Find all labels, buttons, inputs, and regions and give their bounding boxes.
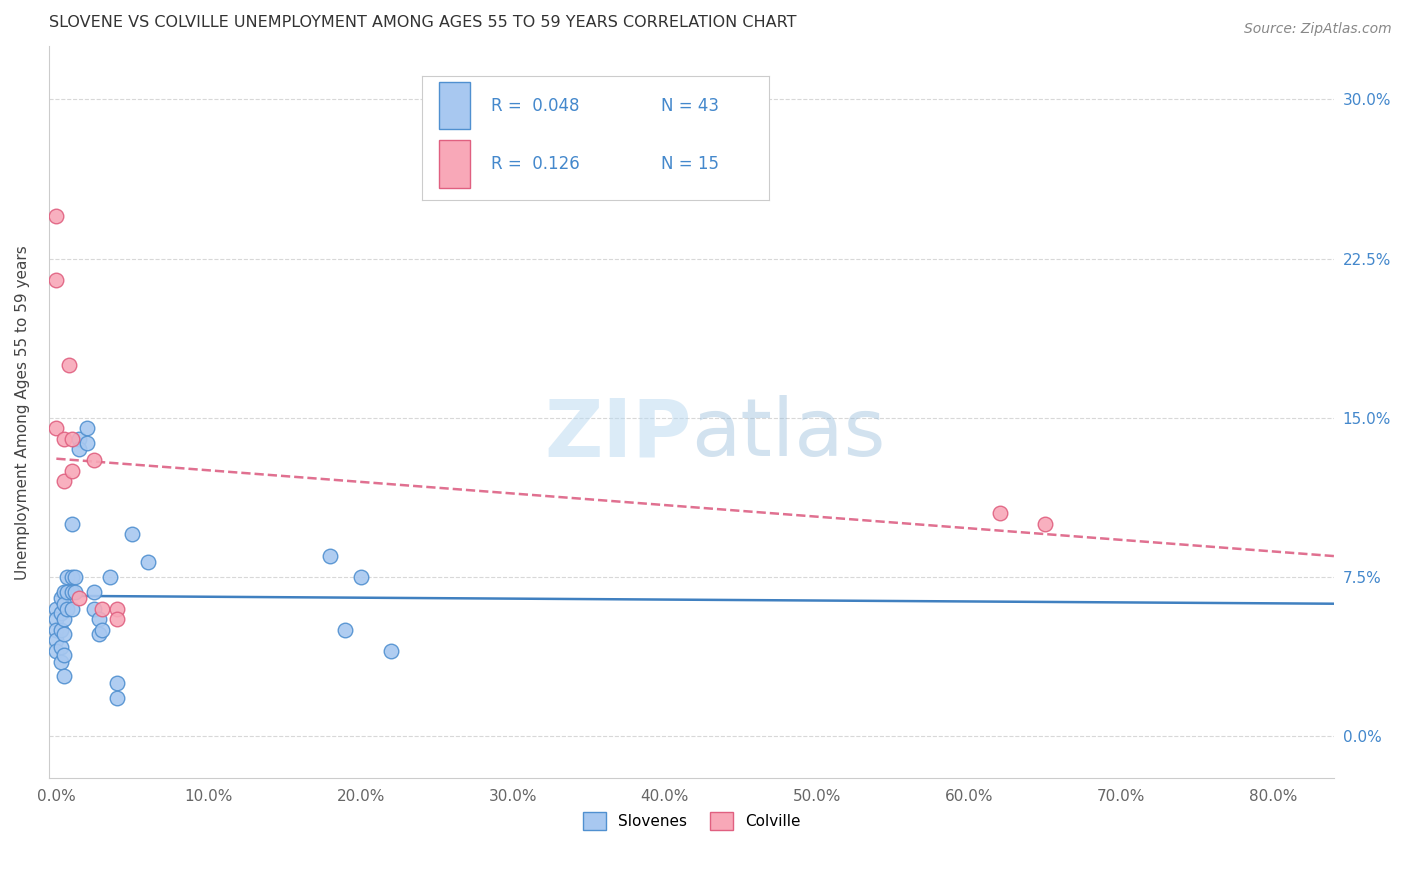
Point bbox=[91, 623, 114, 637]
Legend: Slovenes, Colville: Slovenes, Colville bbox=[576, 805, 807, 837]
Point bbox=[380, 644, 402, 658]
Point bbox=[121, 527, 143, 541]
Text: Source: ZipAtlas.com: Source: ZipAtlas.com bbox=[1244, 22, 1392, 37]
Point bbox=[45, 612, 67, 626]
Point bbox=[319, 549, 342, 563]
Point bbox=[45, 623, 67, 637]
Point bbox=[49, 655, 72, 669]
Point bbox=[63, 584, 86, 599]
Point bbox=[45, 209, 67, 223]
Point bbox=[49, 640, 72, 654]
Point bbox=[45, 421, 67, 435]
Y-axis label: Unemployment Among Ages 55 to 59 years: Unemployment Among Ages 55 to 59 years bbox=[15, 245, 30, 580]
Point bbox=[67, 432, 90, 446]
Point bbox=[45, 644, 67, 658]
Point bbox=[63, 570, 86, 584]
Point bbox=[83, 453, 105, 467]
Point bbox=[83, 601, 105, 615]
Point bbox=[67, 442, 90, 457]
Point bbox=[76, 436, 98, 450]
Point bbox=[56, 584, 79, 599]
Point bbox=[45, 633, 67, 648]
Point bbox=[60, 601, 83, 615]
Point bbox=[52, 612, 75, 626]
Point bbox=[60, 570, 83, 584]
Text: atlas: atlas bbox=[692, 395, 886, 474]
Point bbox=[105, 601, 128, 615]
Point bbox=[52, 597, 75, 611]
Point bbox=[60, 432, 83, 446]
Point bbox=[45, 273, 67, 287]
Point bbox=[105, 690, 128, 705]
Point bbox=[49, 606, 72, 620]
Point bbox=[58, 358, 80, 372]
Point bbox=[49, 591, 72, 605]
Point bbox=[335, 623, 357, 637]
Point bbox=[60, 464, 83, 478]
Point bbox=[60, 516, 83, 531]
Point bbox=[988, 506, 1011, 520]
Point bbox=[52, 648, 75, 663]
Point bbox=[87, 627, 110, 641]
Point bbox=[67, 591, 90, 605]
Text: SLOVENE VS COLVILLE UNEMPLOYMENT AMONG AGES 55 TO 59 YEARS CORRELATION CHART: SLOVENE VS COLVILLE UNEMPLOYMENT AMONG A… bbox=[49, 15, 796, 30]
Point bbox=[87, 612, 110, 626]
Point bbox=[105, 675, 128, 690]
Point bbox=[1033, 516, 1056, 531]
Point bbox=[105, 612, 128, 626]
Point bbox=[56, 570, 79, 584]
Point bbox=[52, 627, 75, 641]
Point bbox=[349, 570, 371, 584]
Point bbox=[83, 584, 105, 599]
Point bbox=[98, 570, 121, 584]
Point bbox=[91, 601, 114, 615]
Point bbox=[56, 601, 79, 615]
Point bbox=[49, 623, 72, 637]
Point bbox=[60, 584, 83, 599]
Point bbox=[45, 601, 67, 615]
Point bbox=[52, 584, 75, 599]
Point bbox=[52, 475, 75, 489]
Point bbox=[52, 432, 75, 446]
Point bbox=[76, 421, 98, 435]
Text: ZIP: ZIP bbox=[544, 395, 692, 474]
Point bbox=[52, 669, 75, 683]
Point bbox=[136, 555, 159, 569]
